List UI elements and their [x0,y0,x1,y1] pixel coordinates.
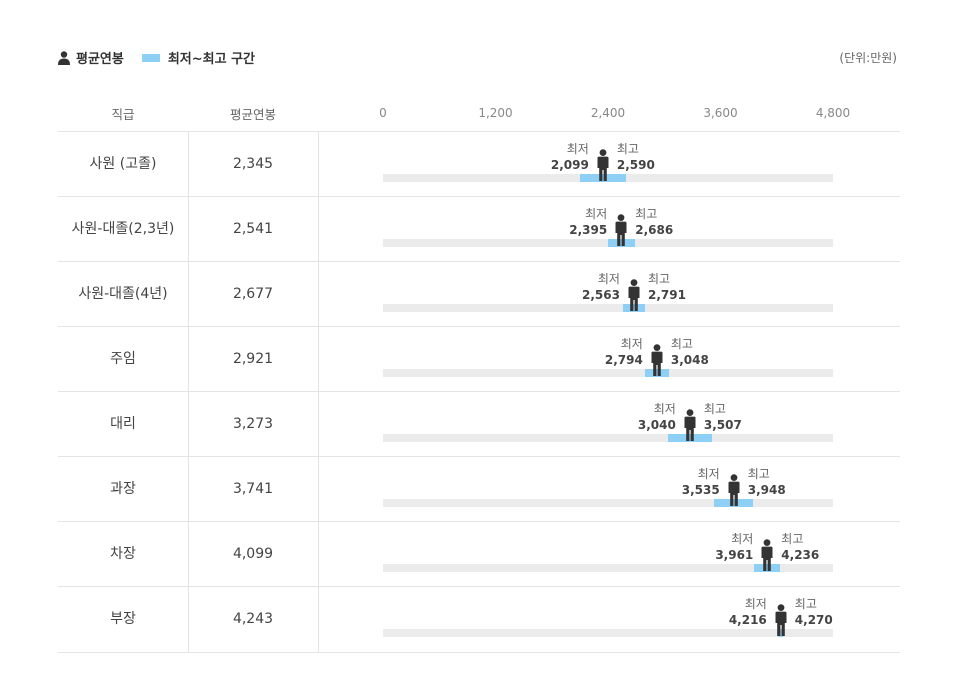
min-label: 최저 2,099 [550,142,589,172]
min-label: 최저 3,535 [681,467,720,497]
range-track [383,239,833,247]
avg-person-icon [595,149,611,181]
rank-label: 과장 [58,457,189,522]
x-tick-label: 4,800 [815,106,851,120]
table-row: 대리 3,273 최저 3,040 최고 3,507 [58,391,900,457]
max-label: 최고 3,048 [670,337,709,367]
min-label: 최저 2,395 [569,207,608,237]
max-label: 최고 4,236 [781,532,820,562]
table-row: 사원 (고졸) 2,345 최저 2,099 최고 2,590 [58,131,900,197]
salary-range-bar [754,564,781,572]
table-row: 사원-대졸(2,3년) 2,541 최저 2,395 최고 2,686 [58,196,900,262]
salary-range-bar [778,629,784,637]
column-header-avg: 평균연봉 [229,107,276,122]
salary-range-bar [623,304,645,312]
rank-label: 차장 [58,522,189,587]
salary-range-bar [668,434,712,442]
avg-salary-value: 4,099 [188,522,319,587]
rank-label: 주임 [58,327,189,392]
min-label: 최저 2,563 [582,272,620,302]
avg-salary-value: 4,243 [188,587,319,652]
rank-label: 사원-대졸(4년) [58,262,189,327]
min-label: 최저 4,216 [728,597,767,627]
legend-avg-label: 평균연봉 [76,52,124,67]
avg-person-icon [682,409,698,441]
max-label: 최고 4,270 [794,597,833,627]
table-row: 차장 4,099 최저 3,961 최고 4,236 [58,521,900,587]
avg-person-icon [649,344,665,376]
salary-range-bar [644,369,669,377]
legend-range-swatch [141,53,160,62]
rank-label: 부장 [58,587,189,652]
avg-person-icon [626,279,642,311]
x-tick-label: 2,400 [590,106,626,120]
max-label: 최고 2,686 [635,207,674,237]
rank-label: 사원-대졸(2,3년) [58,197,189,262]
salary-range-bar [714,499,754,507]
x-tick-label: 3,600 [703,106,738,120]
x-tick-label: 1,200 [478,106,513,120]
max-label: 최고 3,507 [703,402,742,432]
avg-salary-value: 2,921 [188,327,319,392]
range-track [383,499,833,507]
min-label: 최저 3,040 [637,402,676,432]
range-track [383,304,833,312]
column-header-rank: 직급 [111,107,135,122]
max-label: 최고 2,590 [616,142,655,172]
rank-label: 사원 (고졸) [58,132,189,197]
salary-range-bar [607,239,635,247]
legend-range-label: 최저~최고 구간 [167,52,256,67]
table-row: 부장 4,243 최저 4,216 최고 4,270 [58,586,900,653]
range-track [383,174,833,182]
avg-person-icon [759,539,775,571]
table-row: 과장 3,741 최저 3,535 최고 3,948 [58,456,900,522]
min-label: 최저 2,794 [604,337,643,367]
range-track [383,629,833,637]
table-row: 주임 2,921 최저 2,794 최고 3,048 [58,326,900,392]
avg-salary-value: 2,541 [188,197,319,262]
avg-person-icon [773,604,789,636]
unit-label: (단위:만원) [839,51,897,65]
salary-range-bar [579,174,626,182]
avg-salary-value: 2,345 [188,132,319,197]
avg-person-icon [726,474,742,506]
range-track [383,369,833,377]
range-track [383,564,833,572]
chart-legend: 평균연봉 최저~최고 구간 [58,48,255,67]
avg-person-icon [613,214,629,246]
x-tick-label: 0 [379,106,387,120]
person-icon [58,50,70,65]
max-label: 최고 2,791 [647,272,686,302]
range-track [383,434,833,442]
avg-salary-value: 2,677 [188,262,319,327]
max-label: 최고 3,948 [747,467,786,497]
rank-label: 대리 [58,392,189,457]
avg-salary-value: 3,273 [188,392,319,457]
avg-salary-value: 3,741 [188,457,319,522]
table-row: 사원-대졸(4년) 2,677 최저 2,563 최고 2,791 [58,261,900,327]
min-label: 최저 3,961 [715,532,754,562]
